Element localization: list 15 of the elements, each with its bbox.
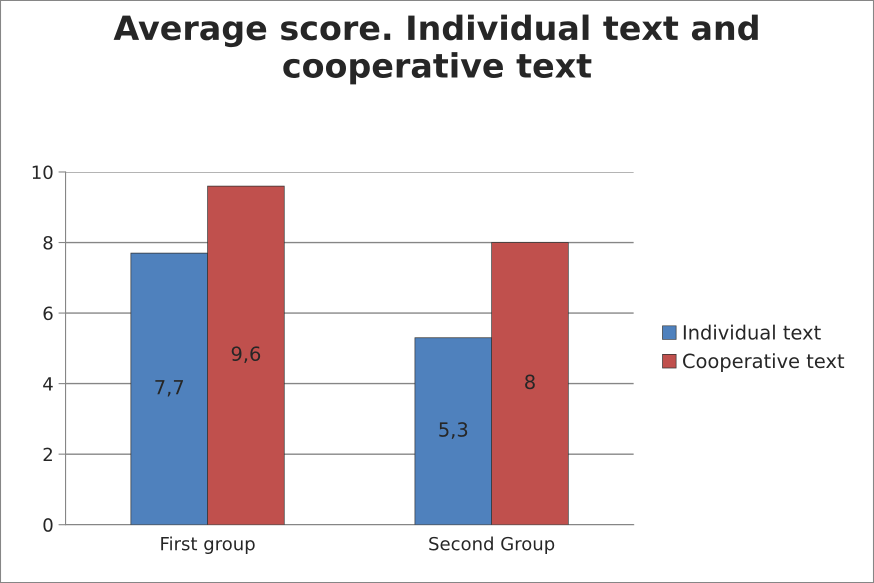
y-tick-label: 8 <box>43 236 53 250</box>
data-label: 7,7 <box>155 380 184 397</box>
y-tick-label: 2 <box>44 448 52 462</box>
y-tick-label: 4 <box>43 377 53 390</box>
x-tick-label: Second Group <box>429 536 554 554</box>
data-label: 8 <box>525 374 535 390</box>
legend-label: Cooperative text <box>683 353 844 372</box>
legend-label: Individual text <box>684 324 821 340</box>
x-tick-label: First group <box>161 536 255 554</box>
y-tick-label: 10 <box>32 165 53 180</box>
chart-title: Average score. Individual text and cooperative text <box>114 14 758 84</box>
y-tick-label: 0 <box>43 518 53 532</box>
data-label: 9,6 <box>232 346 260 364</box>
data-label: 5,3 <box>439 422 468 439</box>
y-tick-label: 6 <box>44 306 53 320</box>
